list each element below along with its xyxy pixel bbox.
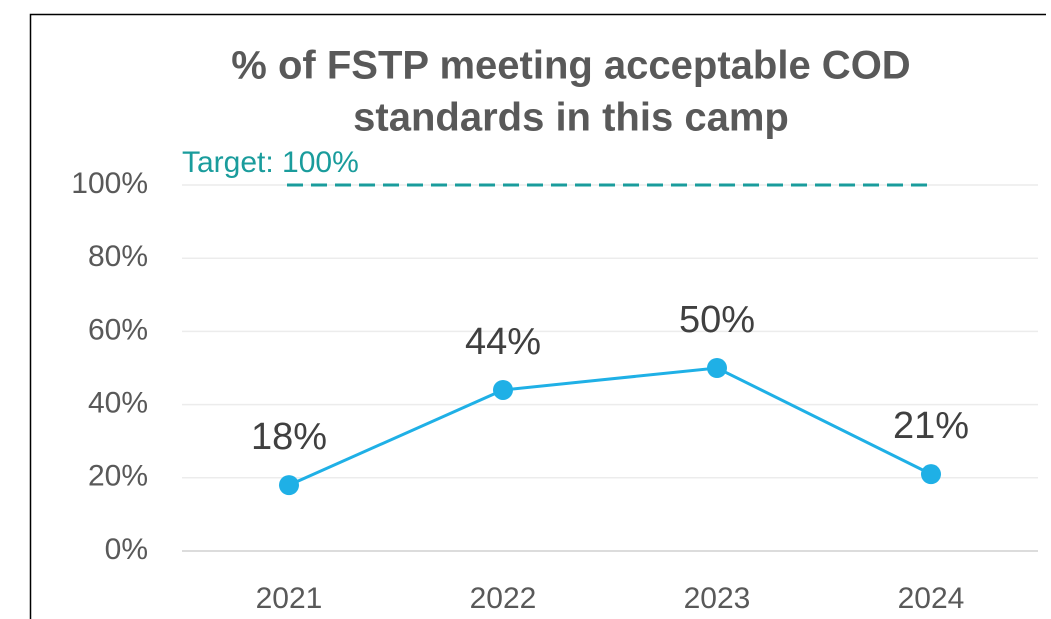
data-line [288, 366, 932, 487]
y-tick-label: 0% [105, 533, 148, 566]
x-tick-label: 2024 [898, 582, 965, 615]
target-label: Target: 100% [182, 146, 359, 179]
data-point [493, 379, 513, 400]
data-label: 18% [251, 416, 327, 458]
y-tick-label: 80% [88, 240, 148, 273]
y-tick-label: 20% [88, 460, 148, 493]
data-point [921, 464, 941, 485]
chart-title: % of FSTP meeting acceptable COD [231, 44, 910, 88]
data-label: 50% [679, 299, 755, 341]
y-tick-label: 100% [71, 167, 148, 200]
x-tick-label: 2023 [684, 582, 751, 615]
data-label: 21% [893, 405, 969, 447]
data-point [707, 358, 727, 378]
chart-title: standards in this camp [353, 96, 789, 140]
y-tick-label: 40% [88, 387, 148, 420]
x-tick-label: 2022 [470, 582, 537, 615]
data-point [279, 475, 299, 496]
data-label: 44% [465, 321, 541, 363]
chart-frame [29, 13, 1046, 619]
y-tick-label: 60% [88, 313, 148, 346]
x-tick-label: 2021 [256, 582, 323, 615]
